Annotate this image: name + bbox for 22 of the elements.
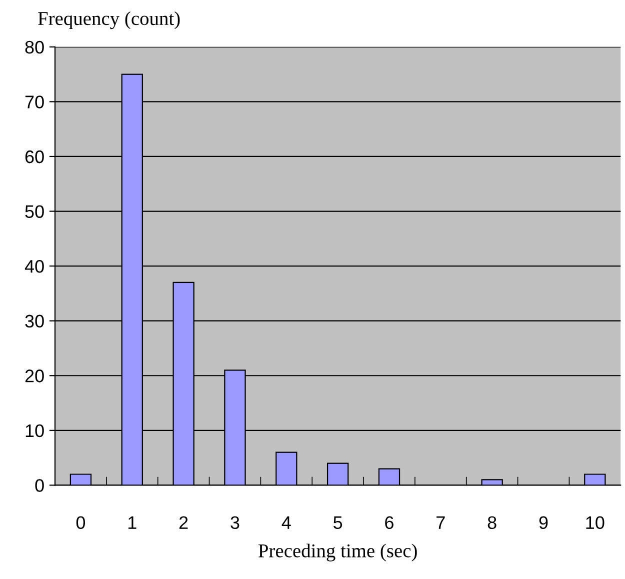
x-tick-label: 6: [385, 516, 394, 530]
y-tick-label: 40: [24, 260, 44, 273]
y-tick-label: 80: [25, 40, 44, 54]
y-tick-label: 50: [25, 205, 44, 218]
x-tick-label: 2: [179, 516, 188, 529]
x-tick-label: 4: [282, 516, 291, 529]
x-axis-title: Preceding time (sec): [258, 544, 417, 562]
y-tick-label: 10: [26, 424, 44, 438]
x-tick-label: 3: [230, 516, 240, 530]
x-tick-label: 1: [128, 516, 136, 529]
y-tick-label: 20: [25, 370, 44, 382]
y-tick-label: 60: [25, 150, 44, 164]
x-tick-label: 5: [334, 516, 342, 530]
y-tick-label: 0: [35, 479, 44, 492]
y-axis-title: Frequency (count): [38, 11, 180, 30]
x-tick-label: 7: [436, 516, 445, 529]
y-tick-label: 30: [25, 314, 44, 328]
x-tick-label: 8: [488, 516, 496, 530]
x-tick-label: 10: [586, 516, 604, 530]
x-tick-label: 9: [539, 516, 548, 530]
y-tick-label: 70: [25, 96, 44, 108]
x-tick-label: 0: [76, 516, 86, 530]
